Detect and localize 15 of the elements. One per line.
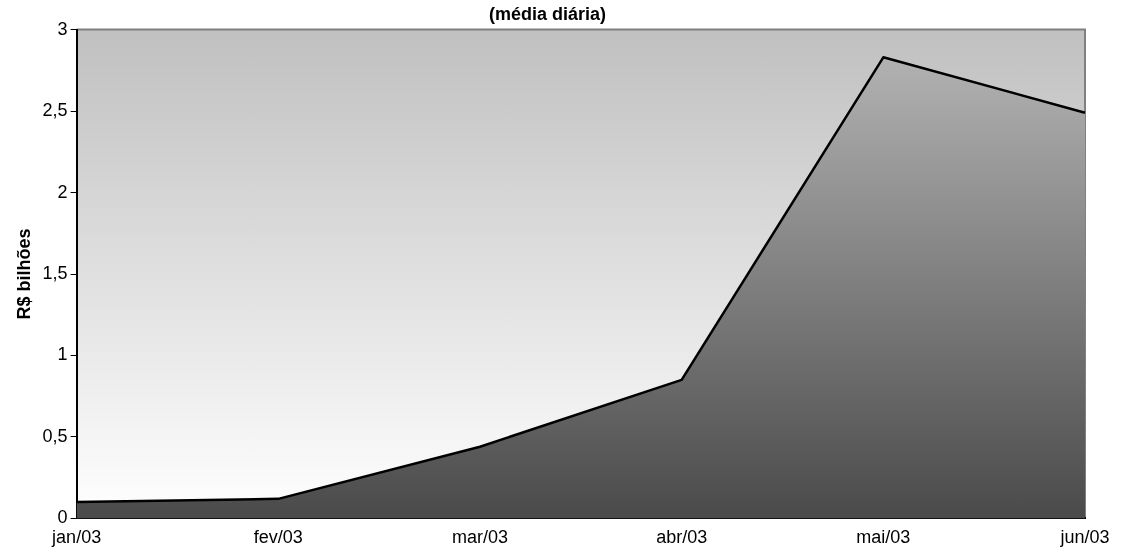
x-tick-label: jun/03	[1059, 527, 1110, 548]
x-tick-label: mar/03	[451, 527, 508, 548]
x-tick-label: abr/03	[656, 527, 708, 548]
y-tick-label: 0	[57, 507, 68, 528]
y-tick-label: 1,5	[42, 262, 68, 283]
chart-title: (média diária)	[488, 3, 607, 24]
y-tick-label: 3	[57, 18, 68, 39]
y-tick-label: 2	[57, 181, 68, 202]
y-axis-title: R$ bilhões	[13, 228, 34, 320]
y-tick-label: 2,5	[42, 100, 68, 121]
y-tick-label: 1	[57, 344, 68, 365]
x-tick-label: mai/03	[856, 527, 911, 548]
x-tick-label: jan/03	[51, 527, 102, 548]
y-tick-label: 0,5	[42, 425, 68, 446]
x-tick-label: fev/03	[253, 527, 303, 548]
